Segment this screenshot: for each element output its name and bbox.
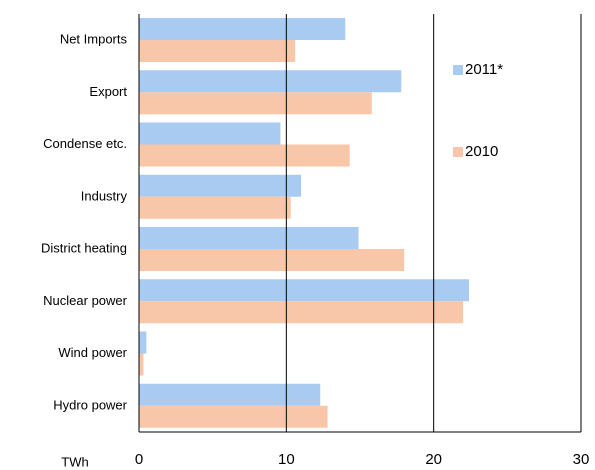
category-label: Net Imports [60,32,128,47]
legend-label: 2011* [465,61,503,78]
bar [139,279,470,302]
legend-swatch [453,65,463,75]
bar [139,331,147,354]
bar [139,227,359,249]
legend-swatch [453,147,463,157]
bar [139,383,321,406]
x-axis-label: TWh [61,454,88,469]
bar [139,174,302,197]
category-label: Nuclear power [43,293,127,308]
bar [139,196,291,219]
category-label: Condense etc. [43,136,127,151]
x-tick-label: 20 [425,451,442,468]
bar [139,353,144,376]
x-tick-label: 10 [278,451,295,468]
bar [139,122,281,145]
bar [139,301,464,324]
x-tick-label: 0 [135,451,143,468]
legend-label: 2010 [465,143,498,160]
bar [139,18,346,40]
x-tick-label: 30 [573,451,590,468]
category-label: Wind power [58,345,127,360]
bar [139,70,402,93]
bar [139,405,328,428]
category-label: Industry [81,188,128,203]
category-label: District heating [41,241,127,256]
bar [139,92,372,115]
category-label: Hydro power [53,397,127,412]
bar [139,249,405,271]
category-label: Export [89,84,127,99]
bar [139,144,350,167]
bar [139,40,296,62]
